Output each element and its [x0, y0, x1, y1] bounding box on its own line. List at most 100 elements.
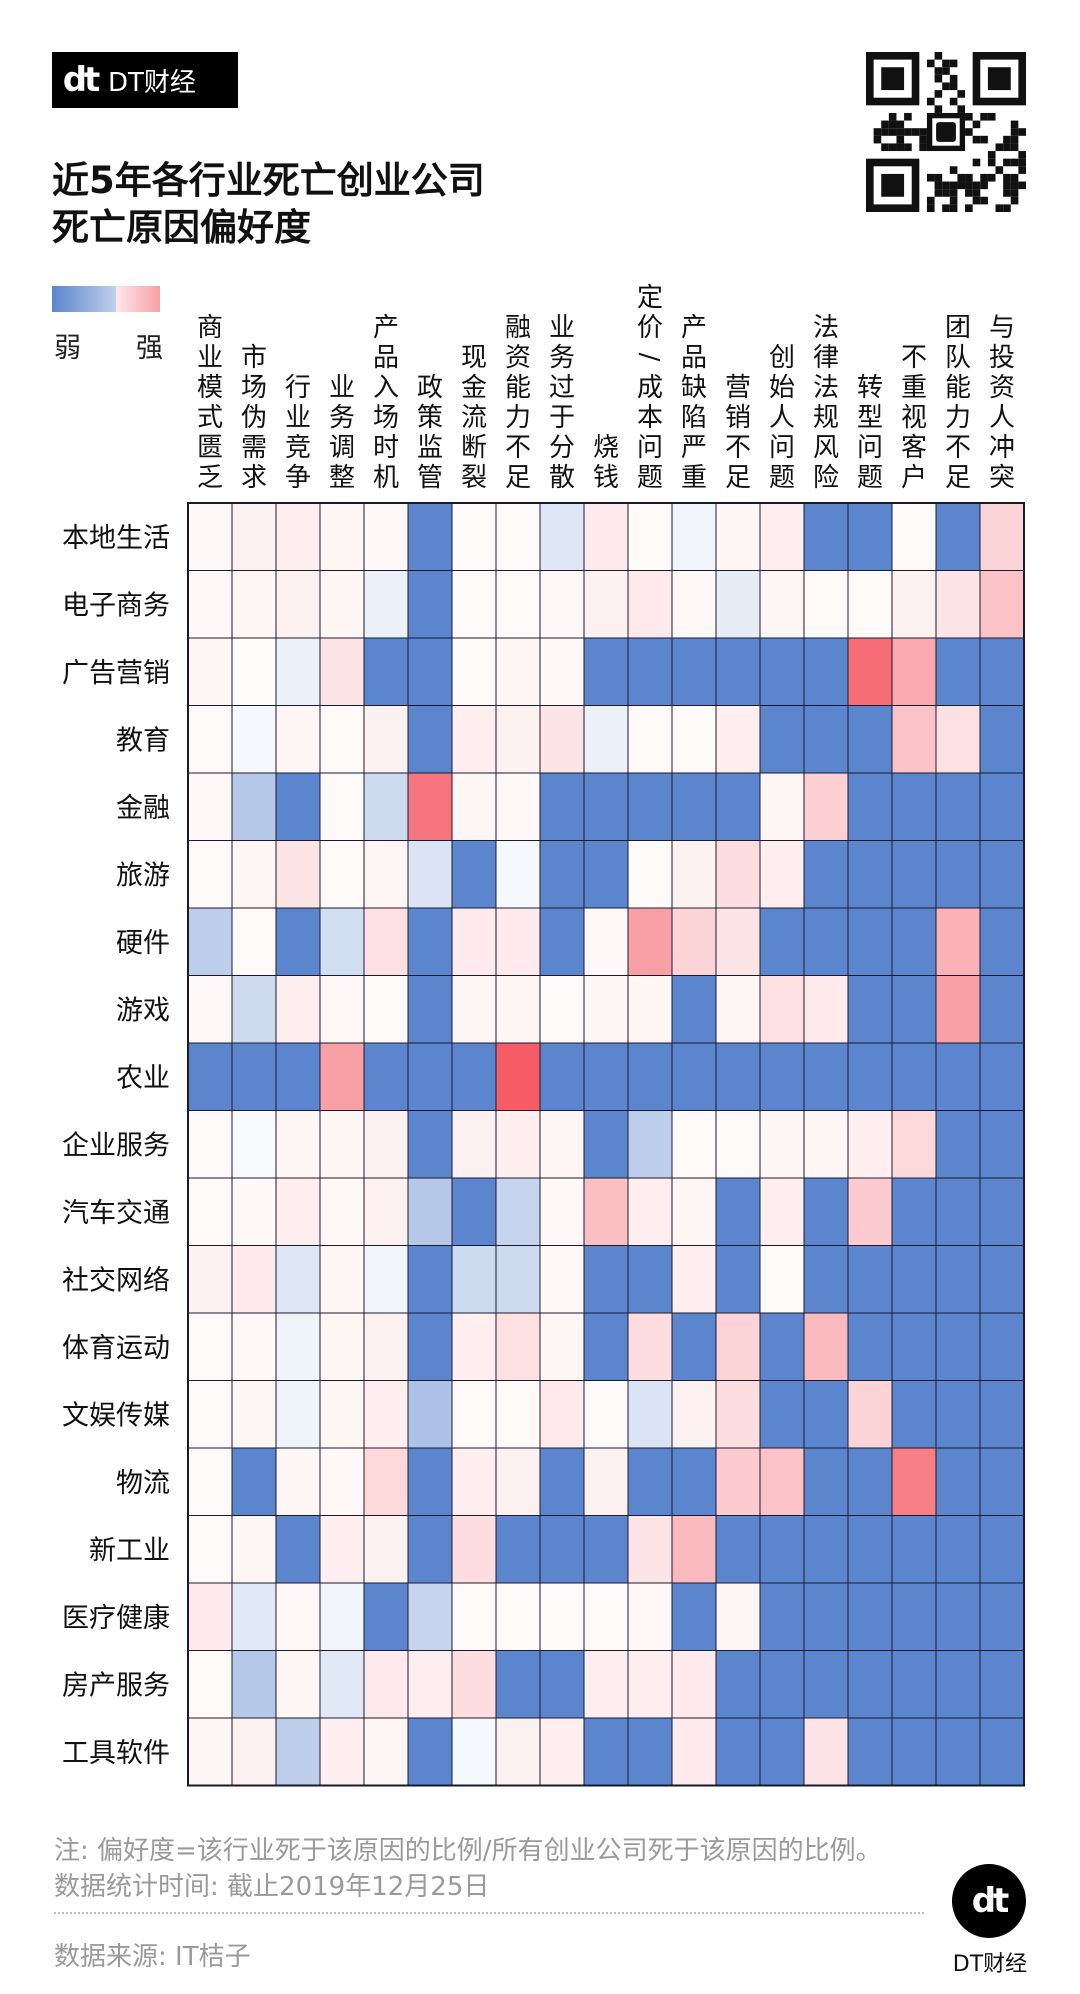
heatmap-cell [583, 1515, 629, 1584]
svg-text:争: 争 [285, 463, 311, 493]
heatmap-cell [759, 1312, 805, 1381]
svg-text:视: 视 [901, 403, 927, 433]
heatmap-cell [979, 907, 1025, 976]
heatmap-cell [451, 502, 497, 571]
svg-text:务: 务 [549, 343, 575, 373]
heatmap-cell [275, 1245, 321, 1314]
heatmap-cell [803, 772, 849, 841]
heatmap-cell [671, 975, 717, 1044]
heatmap-cell [803, 840, 849, 909]
svg-text:过: 过 [549, 373, 575, 403]
heatmap-cell [935, 1515, 981, 1584]
heatmap-cell [231, 1650, 277, 1719]
heatmap-cell [583, 705, 629, 774]
heatmap-cell [319, 705, 365, 774]
heatmap-cell [671, 1245, 717, 1314]
svg-text:业: 业 [549, 313, 575, 343]
svg-text:足: 足 [505, 463, 531, 493]
heatmap-cell [627, 1245, 673, 1314]
heatmap-cell [671, 1447, 717, 1516]
column-label: 烧钱 [593, 433, 619, 493]
heatmap-cell [759, 1717, 805, 1786]
heatmap-cell [583, 975, 629, 1044]
row-label: 农业 [116, 1063, 170, 1094]
heatmap-cell [275, 1515, 321, 1584]
svg-text:法: 法 [813, 313, 839, 343]
heatmap-cell [759, 570, 805, 639]
row-label: 本地生活 [62, 523, 170, 554]
heatmap-cell [407, 840, 453, 909]
svg-text:型: 型 [857, 403, 883, 433]
heatmap-cell [891, 1380, 937, 1449]
heatmap-cell [935, 1177, 981, 1246]
row-label: 新工业 [89, 1535, 170, 1566]
heatmap-cell [495, 637, 541, 706]
svg-text:业: 业 [197, 343, 223, 373]
chart-title-line-1: 近5年各行业死亡创业公司 [52, 159, 485, 202]
heatmap-cell [231, 637, 277, 706]
svg-text:分: 分 [549, 433, 575, 463]
heatmap-cell [935, 570, 981, 639]
heatmap-cell [231, 840, 277, 909]
heatmap-cell [847, 1380, 893, 1449]
heatmap-cell [979, 1717, 1025, 1786]
heatmap-cell [671, 637, 717, 706]
heatmap-cell [627, 1582, 673, 1651]
svg-text:模: 模 [197, 373, 223, 403]
heatmap-cell [495, 1447, 541, 1516]
heatmap-cell [275, 502, 321, 571]
svg-text:突: 突 [989, 463, 1015, 493]
svg-text:问: 问 [637, 433, 663, 463]
heatmap-cell [935, 502, 981, 571]
heatmap-cell [495, 772, 541, 841]
heatmap-cell [935, 705, 981, 774]
heatmap-cell [495, 570, 541, 639]
heatmap-cell [539, 772, 585, 841]
heatmap-cell [979, 705, 1025, 774]
heatmap-cell [231, 1312, 277, 1381]
heatmap-cell [715, 1582, 761, 1651]
heatmap-cell [231, 705, 277, 774]
svg-text:创: 创 [769, 343, 795, 373]
heatmap-cell [539, 1650, 585, 1719]
heatmap-cell [583, 570, 629, 639]
svg-text:政: 政 [417, 373, 443, 403]
heatmap-cell [627, 1177, 673, 1246]
heatmap-cell [847, 1447, 893, 1516]
svg-text:严: 严 [681, 433, 707, 463]
heatmap-cell [407, 705, 453, 774]
svg-text:陷: 陷 [681, 403, 707, 433]
heatmap-cell [495, 1380, 541, 1449]
heatmap-cell [847, 570, 893, 639]
heatmap-cell [187, 1582, 233, 1651]
svg-text:能: 能 [945, 373, 971, 403]
heatmap-cell [803, 907, 849, 976]
heatmap-cell [979, 1110, 1025, 1179]
heatmap-cell [715, 570, 761, 639]
heatmap-cell [539, 1177, 585, 1246]
heatmap-cell [495, 1582, 541, 1651]
heatmap-cell [671, 1380, 717, 1449]
heatmap-cell [847, 840, 893, 909]
heatmap-cell [759, 1447, 805, 1516]
heatmap-cell [187, 772, 233, 841]
svg-text:需: 需 [241, 433, 267, 463]
heatmap-cell [187, 637, 233, 706]
heatmap-cell [407, 1447, 453, 1516]
heatmap-cell [363, 1717, 409, 1786]
heatmap-cell [935, 1110, 981, 1179]
heatmap-cell [363, 907, 409, 976]
svg-text:力: 力 [945, 403, 971, 433]
heatmap-cell [495, 1042, 541, 1111]
row-label: 汽车交通 [62, 1198, 170, 1229]
svg-text:行: 行 [285, 373, 311, 403]
svg-text:融: 融 [505, 313, 531, 343]
heatmap-cell [187, 1312, 233, 1381]
heatmap-cell [759, 907, 805, 976]
heatmap-cell [319, 1515, 365, 1584]
svg-text:场: 场 [373, 403, 399, 433]
